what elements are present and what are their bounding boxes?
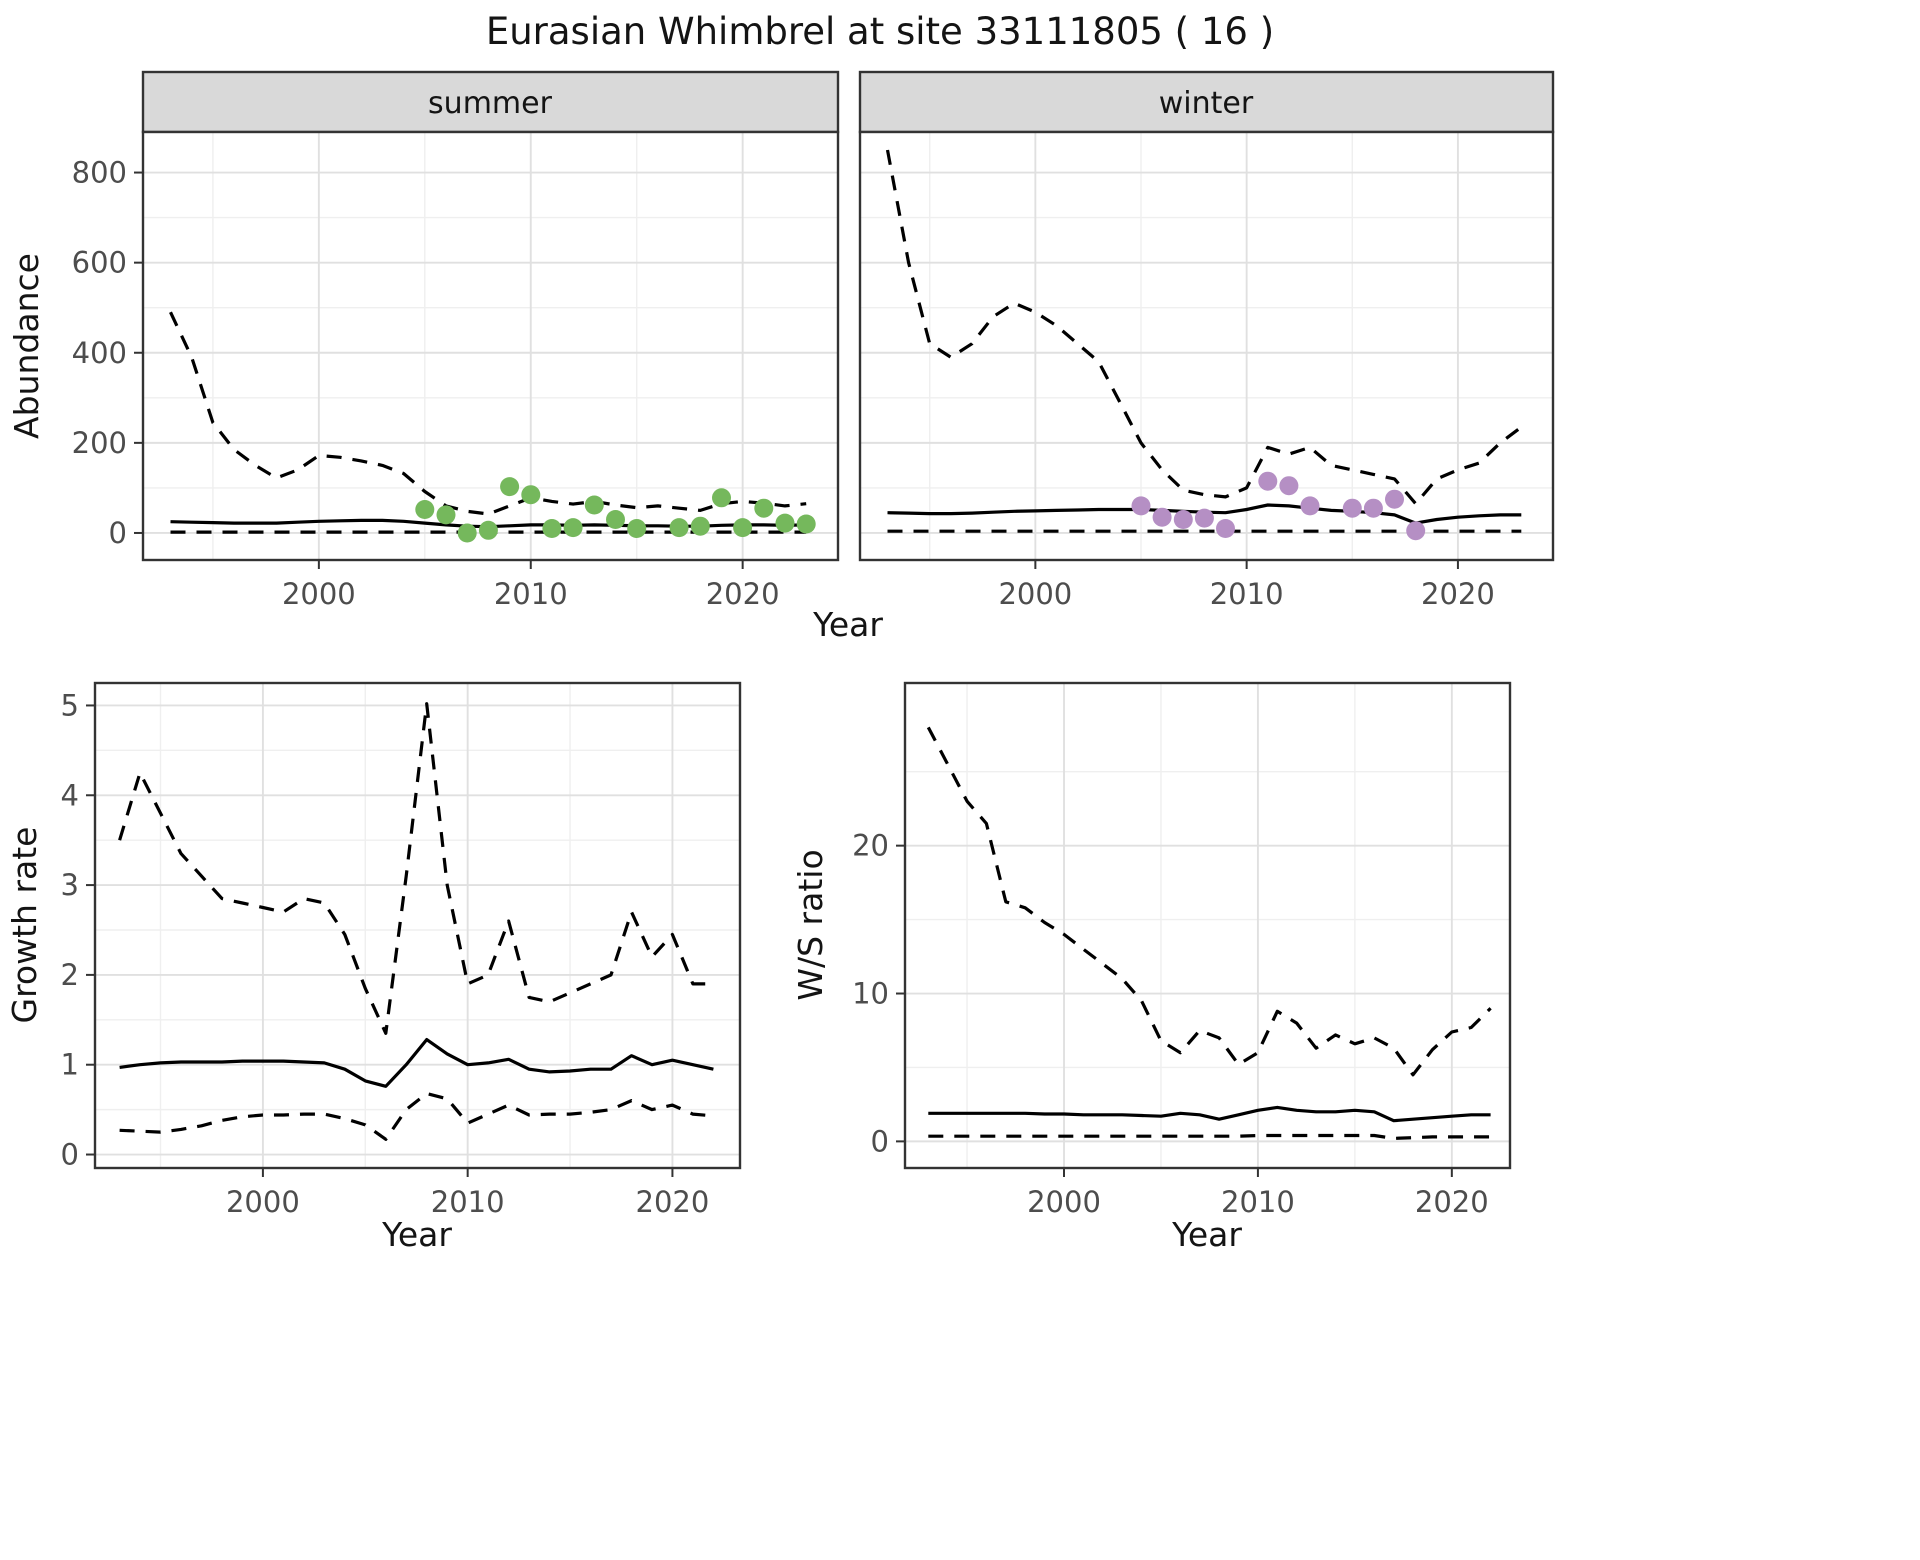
y-tick-label: 2 <box>61 958 79 992</box>
panel-abundance-winter: 2000 2010 2020 <box>858 130 1555 611</box>
y-tick-label: 10 <box>852 977 889 1011</box>
facet-strip-summer: summer <box>141 70 840 134</box>
facet-strip-winter-bg <box>858 70 1555 134</box>
observed-count-summer <box>542 519 562 538</box>
y-tick-label: 20 <box>852 829 889 863</box>
figure-title: Eurasian Whimbrel at site 33111805 ( 16 … <box>486 10 1274 53</box>
observed-count-winter <box>1216 519 1235 538</box>
observed-count-winter <box>1385 489 1404 509</box>
x-tick-label: 2020 <box>1421 577 1495 611</box>
x-tick-label: 2000 <box>998 577 1072 611</box>
series-upper-95ci <box>169 311 807 516</box>
y-tick-label: 800 <box>72 156 127 190</box>
x-tick-label: 2020 <box>1415 1185 1489 1219</box>
observed-count-winter <box>1363 498 1383 518</box>
y-tick-label: 3 <box>61 868 79 902</box>
observed-count-summer <box>606 510 625 529</box>
y-tick-label: 600 <box>72 246 127 280</box>
y-tick-label: 0 <box>109 516 127 550</box>
facet-strip-winter-label: winter <box>1159 86 1254 121</box>
ws-ratio-x-axis-title: Year <box>1171 1215 1242 1254</box>
x-tick-label: 2000 <box>226 1185 300 1219</box>
y-tick-label: 0 <box>871 1124 889 1158</box>
series-median <box>928 1105 1491 1123</box>
observed-count-summer <box>754 498 774 518</box>
y-tick-label: 1 <box>61 1048 79 1082</box>
y-tick-label: 4 <box>61 778 79 812</box>
x-tick-label: 2010 <box>1221 1185 1295 1219</box>
y-tick-label: 0 <box>61 1138 79 1172</box>
observed-count-summer <box>775 513 795 533</box>
observed-count-winter <box>1173 510 1193 529</box>
observed-count-winter <box>1406 521 1426 541</box>
observed-count-summer <box>436 505 456 525</box>
x-tick-label: 2020 <box>706 577 780 611</box>
panel-border <box>93 681 742 1170</box>
observed-count-summer <box>415 500 435 519</box>
series-upper-95ci <box>926 726 1492 1077</box>
observed-count-winter <box>1131 496 1151 516</box>
observed-count-winter <box>1279 476 1299 496</box>
x-tick-label: 2020 <box>636 1185 710 1219</box>
x-tick-label: 2010 <box>431 1185 505 1219</box>
observed-count-summer <box>712 488 731 508</box>
observed-count-winter <box>1342 498 1362 518</box>
panel-background <box>860 132 1553 560</box>
facet-strip-summer-label: summer <box>428 86 553 121</box>
panel-growth-rate: 2000 2010 2020 0 1 2 3 4 5 <box>61 681 742 1219</box>
series-median <box>119 1038 714 1088</box>
observed-count-winter <box>1300 496 1320 516</box>
top-row-x-axis-title: Year <box>812 605 883 644</box>
panel-abundance-summer: 2000 2010 2020 0 200 400 600 800 <box>72 130 840 611</box>
observed-count-winter <box>1258 471 1278 491</box>
panel-ws-ratio: 2000 2010 2020 0 10 20 <box>852 681 1512 1219</box>
observed-count-summer <box>733 518 753 538</box>
panel-border <box>903 681 1512 1170</box>
panel-background <box>905 683 1510 1168</box>
observed-count-summer <box>500 477 520 497</box>
y-tick-label: 200 <box>72 426 127 460</box>
ws-ratio-y-axis-title: W/S ratio <box>791 849 830 1000</box>
observed-count-winter <box>1194 508 1214 528</box>
panel-background <box>95 683 740 1168</box>
observed-count-summer <box>457 523 477 543</box>
growth-rate-x-axis-title: Year <box>381 1215 452 1254</box>
observed-count-summer <box>690 516 710 536</box>
facet-strip-summer-bg <box>141 70 840 134</box>
growth-rate-y-axis-title: Growth rate <box>5 827 44 1024</box>
panel-border <box>141 130 840 562</box>
x-tick-label: 2000 <box>1027 1185 1101 1219</box>
abundance-y-axis-title: Abundance <box>7 253 46 439</box>
series-upper-95ci <box>118 702 714 1035</box>
y-tick-label: 400 <box>72 336 127 370</box>
panel-background <box>143 132 838 560</box>
observed-count-winter <box>1152 507 1172 527</box>
observed-count-summer <box>521 485 541 505</box>
x-tick-label: 2010 <box>494 577 568 611</box>
observed-count-summer <box>669 518 689 538</box>
observed-count-summer <box>796 514 816 534</box>
panel-border <box>858 130 1555 562</box>
observed-count-summer <box>627 519 647 538</box>
observed-count-summer <box>563 518 583 538</box>
x-tick-label: 2000 <box>282 577 356 611</box>
x-tick-label: 2010 <box>1210 577 1284 611</box>
series-lower-95ci <box>928 1133 1491 1140</box>
y-tick-label: 5 <box>61 688 79 722</box>
observed-count-summer <box>478 520 498 540</box>
facet-strip-winter: winter <box>858 70 1555 134</box>
observed-count-summer <box>584 495 604 515</box>
series-lower-95ci <box>119 1091 714 1141</box>
